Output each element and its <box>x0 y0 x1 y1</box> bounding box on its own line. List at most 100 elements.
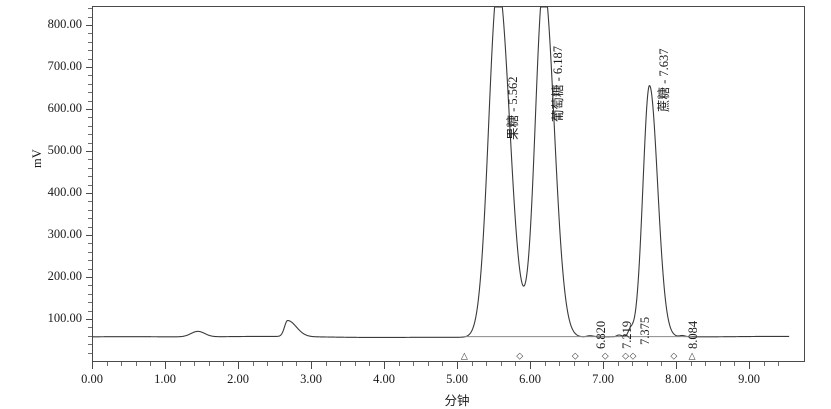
y-minor-tick <box>88 184 93 186</box>
peak-label: 7.375 <box>638 316 653 345</box>
x-minor-tick <box>544 362 546 366</box>
y-minor-tick <box>88 302 93 304</box>
peak-start-marker: △ <box>688 350 696 361</box>
x-tick <box>311 362 312 369</box>
y-minor-tick <box>88 117 93 119</box>
y-tick <box>86 25 93 26</box>
peak-split-marker: ◇ <box>571 350 579 361</box>
peak-split-marker: ◇ <box>601 350 609 361</box>
x-minor-tick <box>150 362 152 366</box>
peak-label: 6.820 <box>593 320 608 349</box>
x-tick-label: 7.00 <box>592 372 614 386</box>
y-tick-label: 100.00 <box>47 311 82 325</box>
y-minor-tick <box>88 201 93 203</box>
y-minor-tick <box>88 75 93 77</box>
x-minor-tick <box>413 362 415 366</box>
y-minor-tick <box>88 285 93 287</box>
x-minor-tick <box>296 362 298 366</box>
x-minor-tick <box>763 362 765 366</box>
y-tick-label: 300.00 <box>47 227 82 241</box>
x-minor-tick <box>646 362 648 366</box>
x-tick-label: 4.00 <box>373 372 395 386</box>
x-minor-tick <box>690 362 692 366</box>
x-minor-tick <box>617 362 619 366</box>
peak-label: 果糖 - 5.562 <box>506 76 521 140</box>
x-tick-label: 6.00 <box>519 372 541 386</box>
x-minor-tick <box>588 362 590 366</box>
y-minor-tick <box>88 83 93 85</box>
x-tick <box>676 362 677 369</box>
x-minor-tick <box>442 362 444 366</box>
y-minor-tick <box>88 209 93 211</box>
x-minor-tick <box>208 362 210 366</box>
x-minor-tick <box>573 362 575 366</box>
peak-split-marker: ◇ <box>629 350 637 361</box>
peak-split-marker: ◇ <box>670 350 678 361</box>
y-minor-tick <box>88 327 93 329</box>
x-minor-tick <box>632 362 634 366</box>
x-tick-label: 5.00 <box>446 372 468 386</box>
x-minor-tick <box>252 362 254 366</box>
x-tick <box>92 362 93 369</box>
x-tick <box>530 362 531 369</box>
x-minor-tick <box>281 362 283 366</box>
y-minor-tick <box>88 92 93 94</box>
peak-start-marker: △ <box>460 350 468 361</box>
peak-label: 7.219 <box>619 320 634 349</box>
x-tick <box>384 362 385 369</box>
plot-area <box>92 6 805 361</box>
x-tick <box>603 362 604 369</box>
x-minor-tick <box>734 362 736 366</box>
x-minor-tick <box>135 362 137 366</box>
x-tick-label: 8.00 <box>665 372 687 386</box>
y-minor-tick <box>88 159 93 161</box>
y-minor-tick <box>88 142 93 144</box>
y-tick-label: 700.00 <box>47 59 82 73</box>
x-tick <box>238 362 239 369</box>
y-minor-tick <box>88 251 93 253</box>
y-tick <box>86 319 93 320</box>
y-tick-label: 500.00 <box>47 143 82 157</box>
x-minor-tick <box>354 362 356 366</box>
y-minor-tick <box>88 310 93 312</box>
x-minor-tick <box>106 362 108 366</box>
y-tick-label: 200.00 <box>47 269 82 283</box>
y-tick <box>86 193 93 194</box>
x-minor-tick <box>705 362 707 366</box>
x-minor-tick <box>223 362 225 366</box>
y-tick <box>86 151 93 152</box>
x-minor-tick <box>719 362 721 366</box>
y-minor-tick <box>88 58 93 60</box>
x-minor-tick <box>471 362 473 366</box>
y-tick <box>86 67 93 68</box>
y-tick <box>86 277 93 278</box>
x-minor-tick <box>486 362 488 366</box>
x-minor-tick <box>179 362 181 366</box>
y-tick <box>86 109 93 110</box>
y-minor-tick <box>88 176 93 178</box>
x-minor-tick <box>778 362 780 366</box>
chromatogram-trace <box>92 6 805 361</box>
x-axis-line <box>92 361 805 362</box>
y-minor-tick <box>88 125 93 127</box>
y-minor-tick <box>88 134 93 136</box>
peak-label: 葡萄糖 - 6.187 <box>550 45 565 122</box>
x-minor-tick <box>427 362 429 366</box>
x-minor-tick <box>340 362 342 366</box>
x-tick-label: 0.00 <box>81 372 103 386</box>
y-tick-label: 400.00 <box>47 185 82 199</box>
x-tick-label: 1.00 <box>154 372 176 386</box>
y-minor-tick <box>88 226 93 228</box>
x-minor-tick <box>661 362 663 366</box>
y-minor-tick <box>88 167 93 169</box>
peak-label: 8.084 <box>686 320 701 349</box>
y-tick-label: 600.00 <box>47 101 82 115</box>
y-minor-tick <box>88 218 93 220</box>
x-tick <box>749 362 750 369</box>
x-minor-tick <box>325 362 327 366</box>
y-minor-tick <box>88 260 93 262</box>
y-minor-tick <box>88 41 93 43</box>
y-tick-label: 800.00 <box>47 17 82 31</box>
x-tick-label: 3.00 <box>300 372 322 386</box>
y-minor-tick <box>88 335 93 337</box>
